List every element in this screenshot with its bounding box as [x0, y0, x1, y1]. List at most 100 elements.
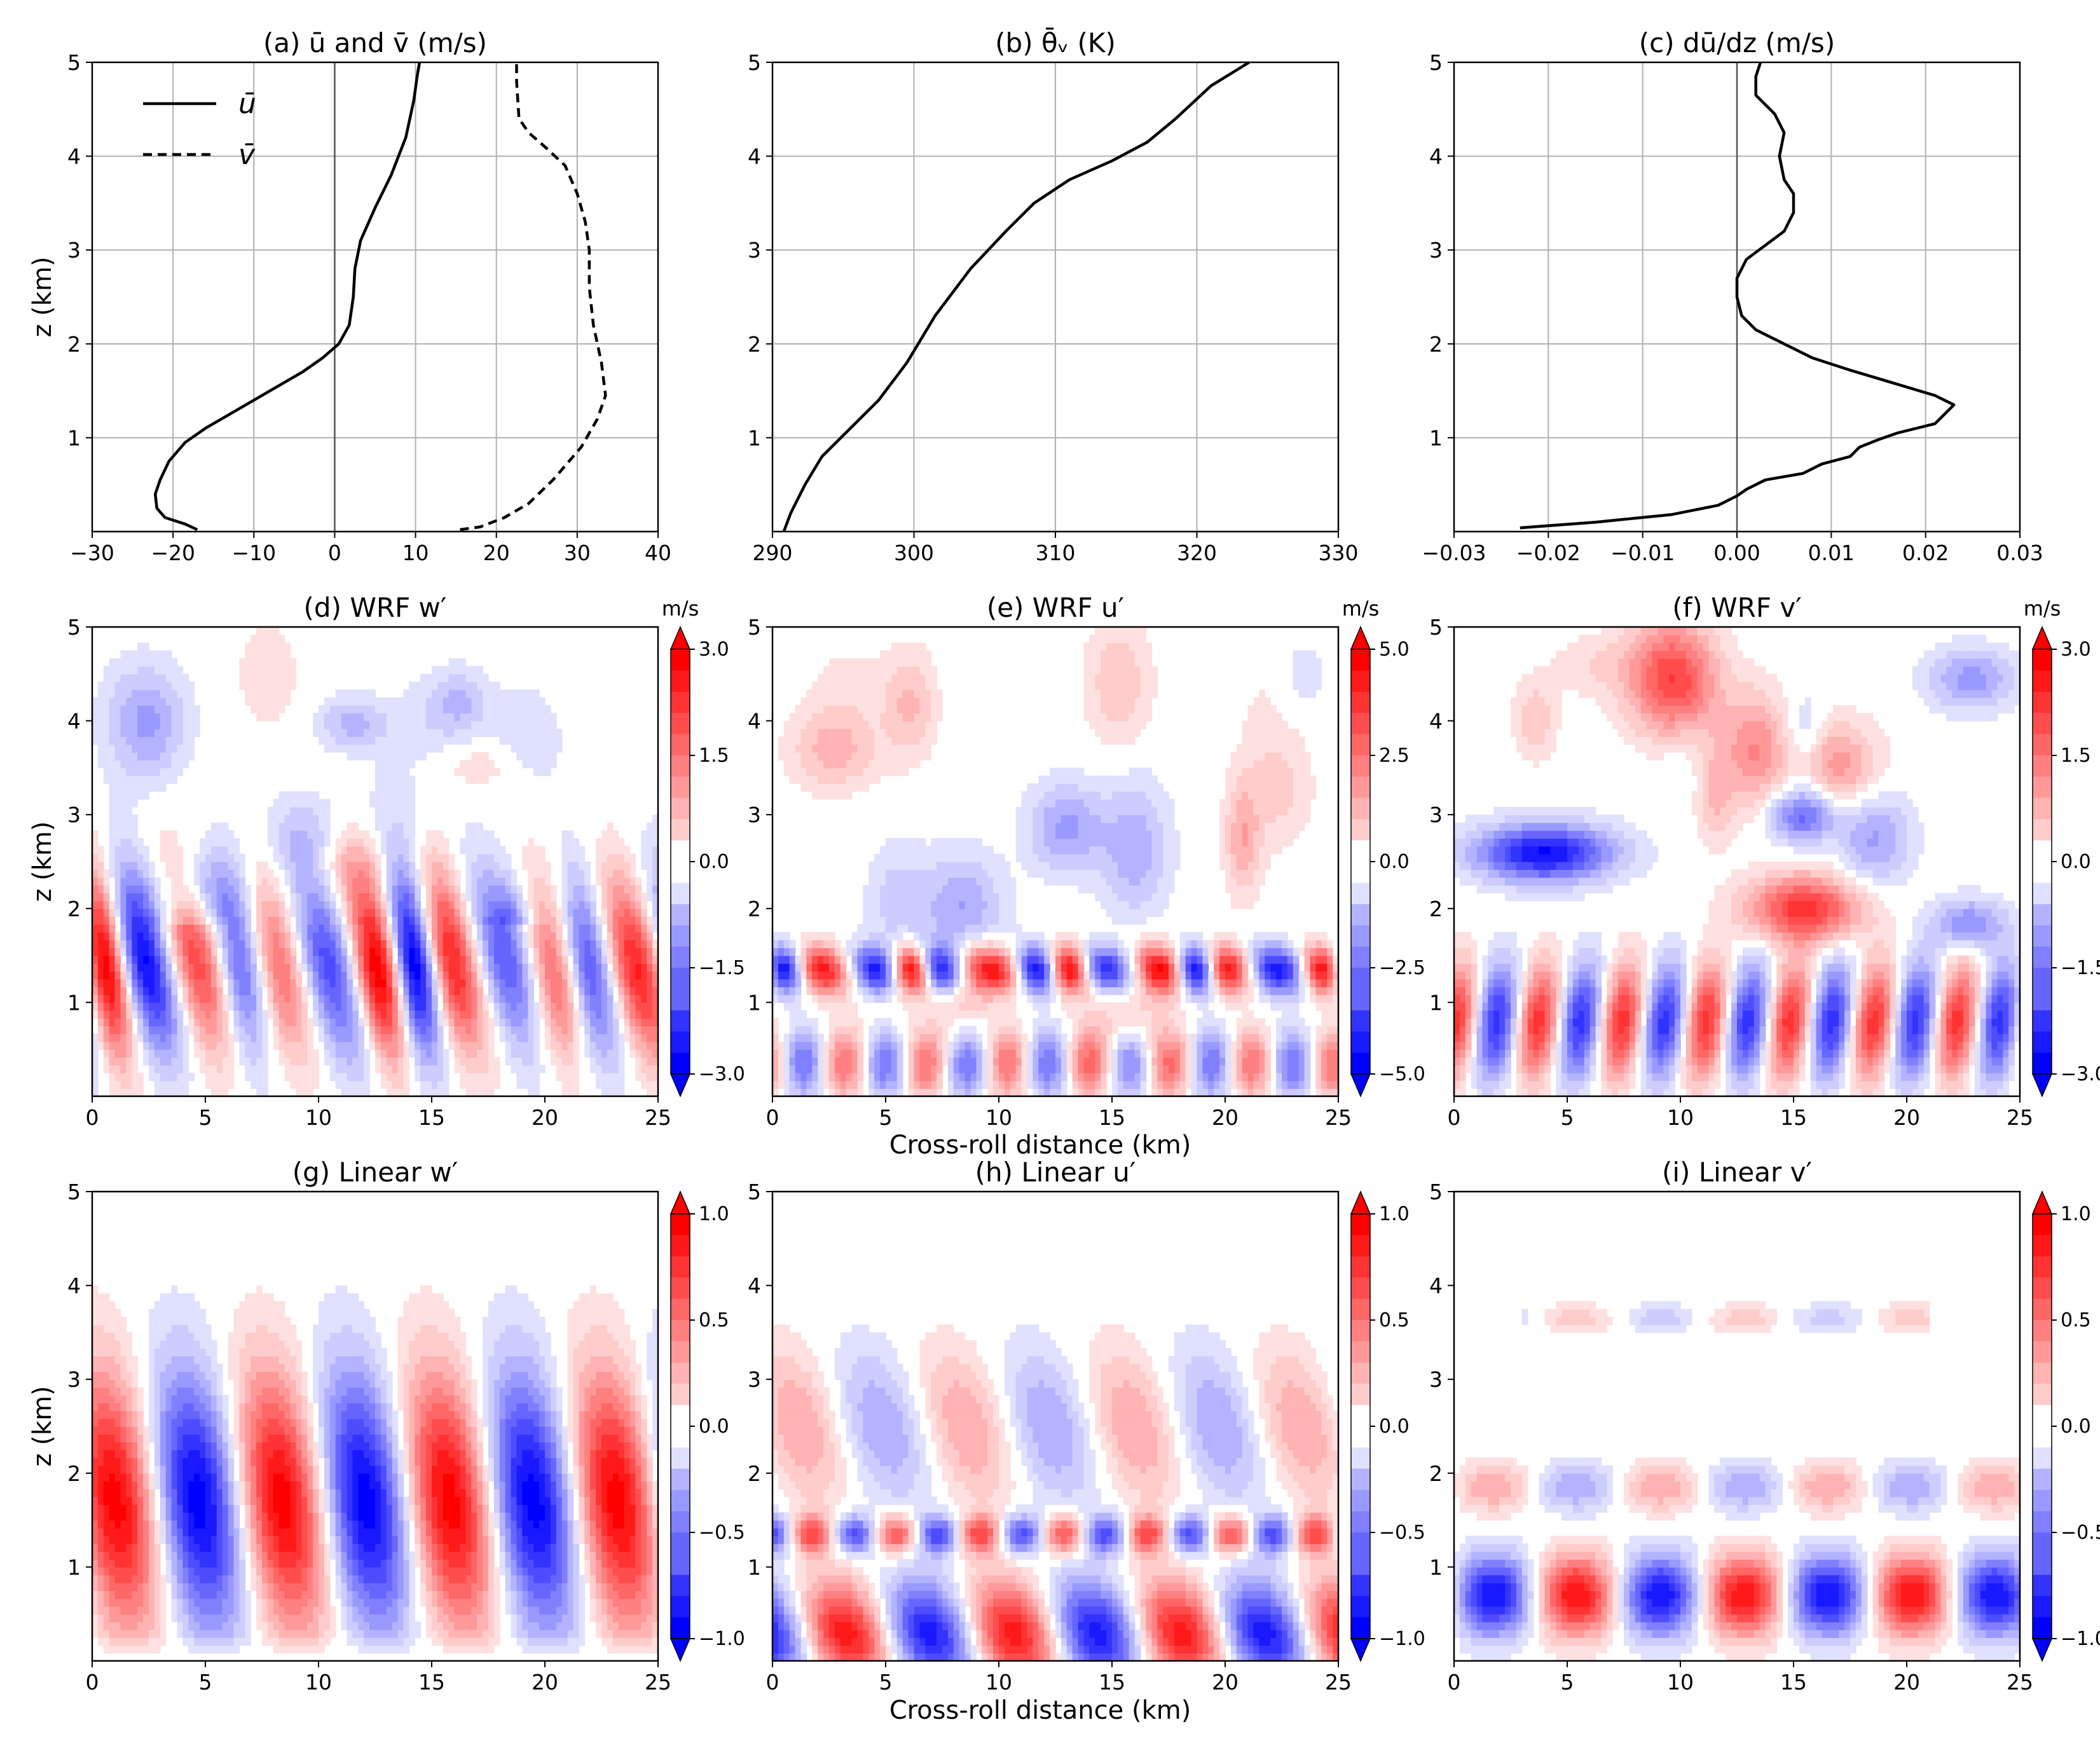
- panel-d-cell: [233, 947, 240, 956]
- panel-d-cell: [437, 697, 444, 706]
- panel-d-colorbar: 3.01.50.0−1.5−3.0m/s: [662, 596, 745, 1098]
- panel-d-cell: [448, 979, 455, 987]
- panel-d-cell: [313, 728, 319, 737]
- panel-d-cell: [126, 893, 133, 902]
- panel-d-cell: [488, 713, 495, 722]
- panel-d-cell: [296, 1049, 303, 1058]
- panel-e-cell: [818, 955, 824, 964]
- panel-d-cell: [647, 822, 653, 831]
- panel-d-cell: [652, 815, 658, 823]
- panel-d-cell: [200, 1018, 206, 1027]
- panel-d-cell: [290, 791, 297, 800]
- panel-d-cell: [511, 971, 518, 980]
- panel-e-cell: [806, 1041, 813, 1050]
- panel-d-cell: [267, 642, 274, 651]
- panel-d-cell: [601, 963, 608, 972]
- panel-d-cell: [358, 838, 364, 847]
- panel-d-cell: [210, 916, 217, 925]
- panel-d-cell: [380, 744, 387, 753]
- panel-d-cell: [415, 736, 421, 745]
- panel-e-cell: [778, 1057, 785, 1066]
- panel-e-cell: [783, 1073, 790, 1082]
- panel-d-cell: [460, 963, 467, 972]
- panel-d-cell: [369, 947, 376, 956]
- panel-d-cell: [488, 916, 495, 925]
- panel-e-cell: [772, 940, 779, 949]
- panel-d-cell: [567, 908, 574, 917]
- panel-e-cell: [868, 1064, 875, 1073]
- panel-d-cell: [347, 862, 353, 870]
- panel-d-cell: [437, 884, 444, 893]
- panel-e-cell: [840, 963, 847, 972]
- panel-d-cell: [120, 947, 127, 956]
- panel-d-cell: [335, 1057, 342, 1066]
- panel-d-cell: [143, 658, 149, 667]
- panel-e-cell: [902, 877, 909, 886]
- panel-d-cell: [329, 900, 336, 909]
- panel-d-cell: [177, 1041, 184, 1050]
- panel-d-cell: [403, 752, 410, 760]
- panel-e-cell: [800, 1026, 807, 1035]
- panel-d-cell: [210, 1041, 217, 1050]
- panel-d-cell: [397, 822, 404, 831]
- panel-d-cell: [516, 705, 523, 714]
- panel-d-cell: [137, 853, 144, 862]
- panel-d-cell: [188, 713, 195, 722]
- panel-d-cell: [109, 760, 116, 769]
- panel-d-cell: [126, 689, 133, 698]
- panel-d-cell: [460, 682, 467, 691]
- panel-d-cell: [426, 994, 432, 1003]
- panel-a-xtick-label-7: 40: [645, 540, 671, 565]
- panel-e-cell: [800, 1041, 807, 1050]
- panel-d-cell: [109, 736, 116, 745]
- panel-d-cell: [596, 940, 602, 949]
- panel-d-cell: [392, 760, 399, 769]
- panel-d-cell: [239, 947, 246, 956]
- panel-d-cell: [612, 893, 619, 902]
- panel-d-cell: [177, 767, 184, 776]
- panel-d-cell: [250, 1018, 257, 1027]
- panel-d-cell: [375, 986, 381, 995]
- panel-d-cell: [443, 932, 450, 940]
- panel-e-cell: [874, 752, 881, 760]
- panel-d-cell: [177, 760, 184, 769]
- panel-d-cell: [239, 869, 246, 878]
- panel-d-cell: [601, 1010, 608, 1019]
- panel-d-cell: [250, 1049, 257, 1058]
- panel-d-cell: [392, 791, 399, 800]
- panel-d-cell: [426, 1002, 432, 1011]
- panel-d-cell: [329, 744, 336, 753]
- panel-d-cell: [601, 971, 608, 980]
- panel-e-cell: [783, 767, 790, 776]
- panel-d-cell: [465, 979, 472, 987]
- panel-d-cell: [103, 760, 110, 769]
- panel-d-cell: [556, 986, 563, 995]
- panel-d-cell: [403, 986, 410, 995]
- panel-d-cell: [273, 658, 280, 667]
- panel-d-cell: [194, 916, 200, 925]
- panel-d-cell: [590, 979, 596, 987]
- panel-e-cell: [914, 728, 921, 737]
- panel-d-cell: [522, 1080, 529, 1089]
- panel-d-cell: [471, 877, 477, 886]
- panel-e-cell: [914, 838, 921, 847]
- panel-d-cell: [188, 955, 195, 964]
- panel-d-colorbar-level-8: [671, 819, 690, 841]
- panel-e-cell: [908, 869, 915, 878]
- panel-e-cell: [851, 666, 858, 675]
- panel-d-cell: [584, 908, 591, 917]
- panel-d-cell: [454, 869, 461, 878]
- panel-e-cell: [840, 728, 847, 737]
- panel-e-cell: [886, 947, 892, 956]
- panel-d-cell: [239, 862, 246, 870]
- panel-d-cell: [415, 1010, 421, 1019]
- panel-e-cell: [886, 994, 892, 1003]
- panel-d-cell: [284, 1018, 291, 1027]
- panel-d-cell: [329, 908, 336, 917]
- panel-d-cell: [171, 1073, 178, 1082]
- panel-d-cell: [97, 760, 104, 769]
- panel-d-cell: [126, 1049, 133, 1058]
- panel-d-cell: [132, 713, 138, 722]
- panel-d-cell: [392, 713, 399, 722]
- panel-d-cell: [114, 752, 121, 760]
